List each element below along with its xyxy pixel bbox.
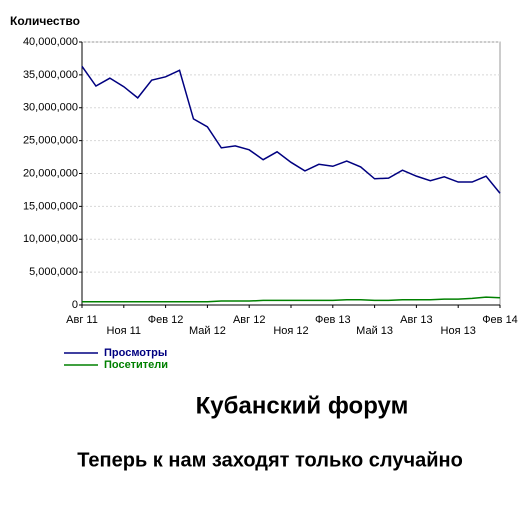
x-tick-label: Авг 11 [66, 314, 98, 326]
legend-label: Посетители [104, 359, 168, 371]
y-axis-label: Количество [10, 14, 80, 28]
x-tick-label: Ноя 11 [107, 325, 142, 337]
y-tick-label: 25,000,000 [23, 135, 78, 147]
x-tick-label: Авг 12 [233, 314, 265, 326]
line-series [82, 296, 501, 303]
y-tick-label: 20,000,000 [23, 167, 78, 179]
x-tick-label: Авг 13 [400, 314, 432, 326]
y-tick-label: 5,000,000 [29, 266, 78, 278]
y-tick-label: 40,000,000 [23, 36, 78, 48]
y-tick-label: 10,000,000 [23, 233, 78, 245]
line-series [81, 65, 501, 194]
y-tick-label: 30,000,000 [23, 102, 78, 114]
x-tick-label: Май 12 [189, 325, 226, 337]
legend-label: Просмотры [104, 347, 167, 359]
y-tick-label: 15,000,000 [23, 200, 78, 212]
x-tick-label: Фев 13 [315, 314, 351, 326]
x-tick-label: Фев 12 [148, 314, 184, 326]
y-tick-label: 35,000,000 [23, 69, 78, 81]
x-tick-label: Ноя 13 [441, 325, 476, 337]
x-tick-label: Май 13 [356, 325, 393, 337]
x-tick-label: Ноя 12 [273, 325, 308, 337]
y-tick-label: 0 [72, 299, 78, 311]
chart-subtitle: Теперь к нам заходят только случайно [77, 449, 463, 471]
chart-title: Кубанский форум [196, 392, 409, 419]
x-tick-label: Фев 14 [482, 314, 518, 326]
